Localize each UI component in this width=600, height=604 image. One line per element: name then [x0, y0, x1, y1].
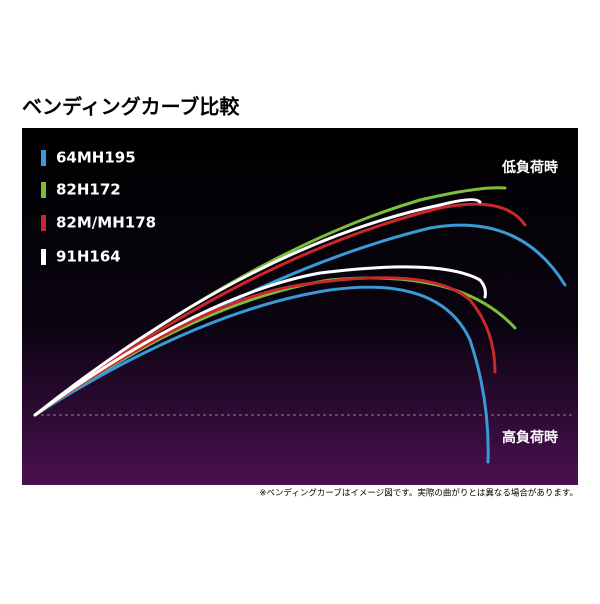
- low-load-label: 低負荷時: [501, 159, 558, 176]
- legend-label: 82M/MH178: [56, 214, 156, 232]
- bending-curve: [33, 198, 482, 417]
- legend-swatch: [41, 249, 46, 265]
- legend-swatch: [41, 150, 46, 166]
- legend-swatch: [41, 215, 46, 231]
- high-load-label: 高負荷時: [502, 429, 558, 446]
- legend-label: 64MH195: [56, 149, 136, 167]
- footnote: ※ベンディングカーブはイメージ図です。実際の曲がりとは異なる場合があります。: [259, 488, 578, 499]
- legend-label: 82H172: [56, 181, 121, 199]
- legend-swatch: [41, 182, 46, 198]
- legend: 64MH195 82H172 82M/MH178 91H164: [41, 149, 156, 266]
- bending-curve: [33, 276, 497, 417]
- bending-curve: [33, 265, 487, 417]
- bending-curve: [33, 202, 527, 417]
- bending-curve: [33, 285, 490, 464]
- legend-label: 91H164: [56, 248, 121, 266]
- title: ベンディングカーブ比較: [22, 95, 240, 119]
- curves: [33, 186, 567, 464]
